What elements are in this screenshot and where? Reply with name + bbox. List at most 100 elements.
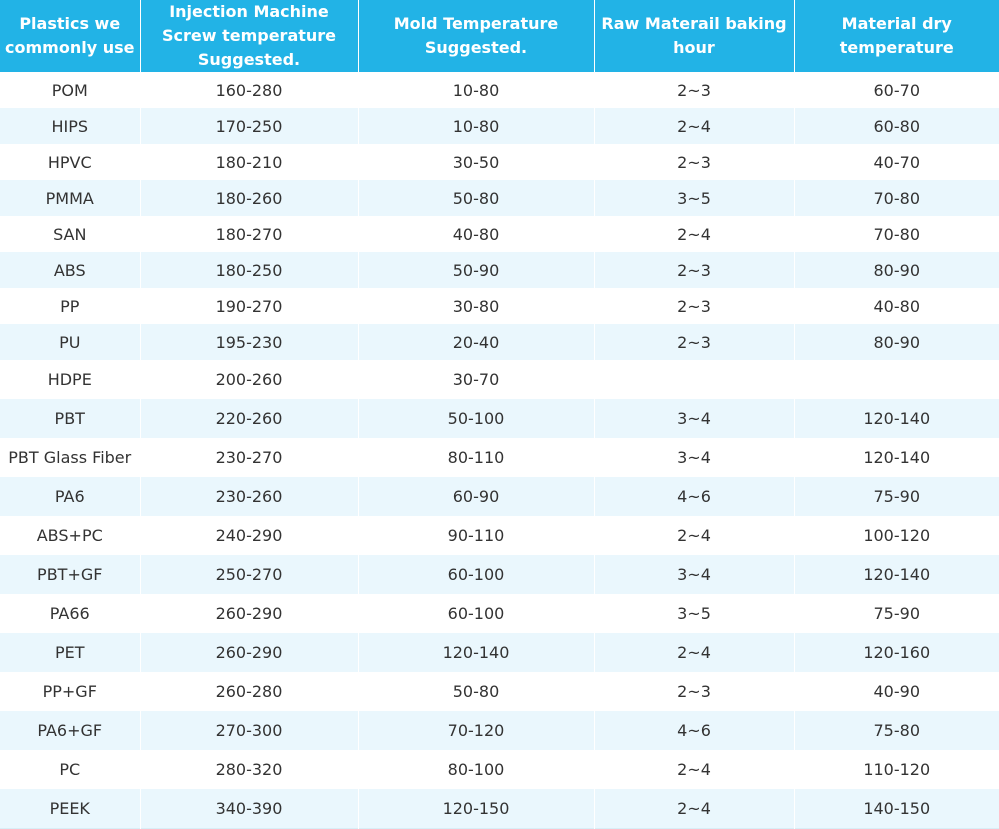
table-row: HDPE 200-260 30-70 [0, 360, 999, 399]
cell-baking-hour: 2~3 [594, 672, 795, 711]
cell-plastic: SAN [0, 216, 141, 252]
table-row: PEEK 340-390 120-150 2~4 140-150 [0, 789, 999, 828]
cell-dry-temperature: 120-140 [794, 555, 999, 594]
header-row: Plastics we commonly use Injection Machi… [0, 0, 999, 72]
table-row: PC 280-320 80-100 2~4 110-120 [0, 750, 999, 789]
cell-dry-temperature: 100-120 [794, 516, 999, 555]
table-row: PU 195-230 20-40 2~3 80-90 [0, 324, 999, 360]
cell-mold-temperature: 20-40 [358, 324, 595, 360]
cell-dry-temperature: 120-160 [794, 633, 999, 672]
cell-dry-temperature: 75-80 [794, 711, 999, 750]
table-row: PA6 230-260 60-90 4~6 75-90 [0, 477, 999, 516]
cell-mold-temperature: 50-80 [358, 180, 595, 216]
table-row: PBT+GF 250-270 60-100 3~4 120-140 [0, 555, 999, 594]
cell-baking-hour: 4~6 [594, 711, 795, 750]
table-row: SAN 180-270 40-80 2~4 70-80 [0, 216, 999, 252]
table-row: HPVC 180-210 30-50 2~3 40-70 [0, 144, 999, 180]
header-dry-temperature: Material dry temperature [794, 0, 999, 72]
cell-plastic: PBT Glass Fiber [0, 438, 141, 477]
cell-plastic: PA66 [0, 594, 141, 633]
cell-screw-temperature: 260-280 [140, 672, 359, 711]
header-mold-temperature: Mold Temperature Suggested. [358, 0, 595, 72]
cell-dry-temperature: 75-90 [794, 594, 999, 633]
cell-plastic: HIPS [0, 108, 141, 144]
cell-dry-temperature: 120-140 [794, 399, 999, 438]
cell-dry-temperature: 40-70 [794, 144, 999, 180]
cell-baking-hour: 3~5 [594, 594, 795, 633]
cell-mold-temperature: 120-150 [358, 789, 595, 828]
cell-screw-temperature: 260-290 [140, 633, 359, 672]
cell-dry-temperature: 60-80 [794, 108, 999, 144]
cell-baking-hour: 2~4 [594, 108, 795, 144]
cell-screw-temperature: 280-320 [140, 750, 359, 789]
cell-plastic: PP [0, 288, 141, 324]
cell-screw-temperature: 200-260 [140, 360, 359, 399]
cell-dry-temperature: 75-90 [794, 477, 999, 516]
cell-baking-hour: 2~3 [594, 288, 795, 324]
cell-baking-hour: 3~4 [594, 399, 795, 438]
header-baking-hour: Raw Materail baking hour [594, 0, 795, 72]
cell-baking-hour: 2~3 [594, 144, 795, 180]
table-row: PBT 220-260 50-100 3~4 120-140 [0, 399, 999, 438]
cell-baking-hour: 2~4 [594, 216, 795, 252]
cell-plastic: PBT+GF [0, 555, 141, 594]
cell-screw-temperature: 270-300 [140, 711, 359, 750]
cell-plastic: PET [0, 633, 141, 672]
cell-plastic: PC [0, 750, 141, 789]
cell-mold-temperature: 70-120 [358, 711, 595, 750]
cell-plastic: PEEK [0, 789, 141, 828]
cell-mold-temperature: 60-100 [358, 594, 595, 633]
table-row: PMMA 180-260 50-80 3~5 70-80 [0, 180, 999, 216]
cell-screw-temperature: 260-290 [140, 594, 359, 633]
cell-baking-hour: 2~4 [594, 633, 795, 672]
cell-plastic: ABS [0, 252, 141, 288]
cell-mold-temperature: 50-100 [358, 399, 595, 438]
cell-dry-temperature: 140-150 [794, 789, 999, 828]
cell-mold-temperature: 30-80 [358, 288, 595, 324]
table-row: PBT Glass Fiber 230-270 80-110 3~4 120-140 [0, 438, 999, 477]
cell-plastic: ABS+PC [0, 516, 141, 555]
cell-mold-temperature: 90-110 [358, 516, 595, 555]
cell-dry-temperature: 60-70 [794, 72, 999, 108]
cell-screw-temperature: 180-250 [140, 252, 359, 288]
cell-screw-temperature: 220-260 [140, 399, 359, 438]
cell-plastic: HPVC [0, 144, 141, 180]
cell-mold-temperature: 10-80 [358, 108, 595, 144]
cell-dry-temperature: 120-140 [794, 438, 999, 477]
cell-dry-temperature: 70-80 [794, 216, 999, 252]
cell-baking-hour: 3~5 [594, 180, 795, 216]
table-row: PA6+GF 270-300 70-120 4~6 75-80 [0, 711, 999, 750]
cell-mold-temperature: 50-80 [358, 672, 595, 711]
cell-plastic: HDPE [0, 360, 141, 399]
cell-mold-temperature: 120-140 [358, 633, 595, 672]
cell-mold-temperature: 50-90 [358, 252, 595, 288]
cell-screw-temperature: 160-280 [140, 72, 359, 108]
cell-baking-hour: 2~4 [594, 516, 795, 555]
cell-mold-temperature: 80-110 [358, 438, 595, 477]
cell-dry-temperature: 40-90 [794, 672, 999, 711]
cell-screw-temperature: 190-270 [140, 288, 359, 324]
cell-mold-temperature: 60-100 [358, 555, 595, 594]
cell-screw-temperature: 180-260 [140, 180, 359, 216]
cell-baking-hour: 3~4 [594, 555, 795, 594]
cell-baking-hour: 2~3 [594, 72, 795, 108]
cell-baking-hour [594, 360, 795, 399]
table-row: POM 160-280 10-80 2~3 60-70 [0, 72, 999, 108]
cell-dry-temperature: 110-120 [794, 750, 999, 789]
header-screw-temperature: Injection Machine Screw temperature Sugg… [140, 0, 359, 72]
cell-plastic: PP+GF [0, 672, 141, 711]
cell-mold-temperature: 30-70 [358, 360, 595, 399]
cell-screw-temperature: 250-270 [140, 555, 359, 594]
cell-dry-temperature [794, 360, 999, 399]
cell-screw-temperature: 180-210 [140, 144, 359, 180]
cell-mold-temperature: 10-80 [358, 72, 595, 108]
table-header: Plastics we commonly use Injection Machi… [0, 0, 999, 72]
cell-dry-temperature: 80-90 [794, 252, 999, 288]
cell-baking-hour: 2~3 [594, 324, 795, 360]
table-row: PP 190-270 30-80 2~3 40-80 [0, 288, 999, 324]
cell-screw-temperature: 170-250 [140, 108, 359, 144]
cell-baking-hour: 3~4 [594, 438, 795, 477]
cell-dry-temperature: 80-90 [794, 324, 999, 360]
table-row: ABS 180-250 50-90 2~3 80-90 [0, 252, 999, 288]
cell-screw-temperature: 180-270 [140, 216, 359, 252]
